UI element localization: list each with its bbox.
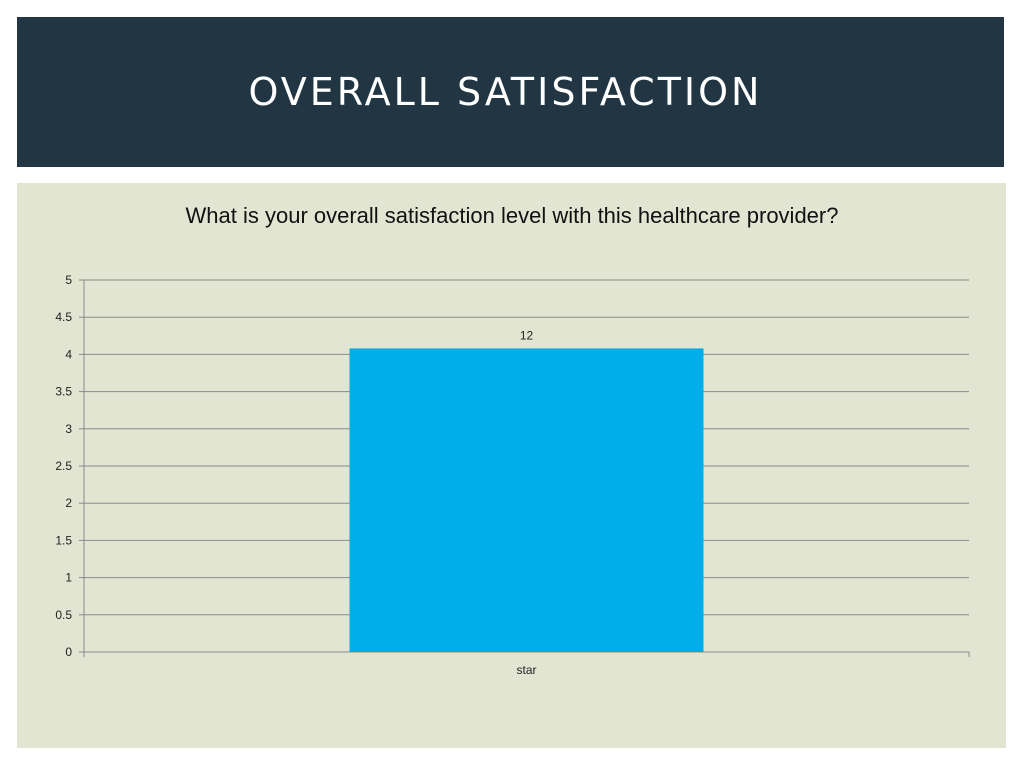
- y-tick-label: 3: [65, 422, 72, 436]
- y-tick-label: 4.5: [55, 310, 72, 324]
- y-tick-label: 0.5: [55, 608, 72, 622]
- y-tick-label: 5: [65, 273, 72, 287]
- data-label: 12: [520, 328, 534, 342]
- chart-title: What is your overall satisfaction level …: [185, 203, 839, 228]
- y-axis-tick-labels: 0 0.5 1 1.5 2 2.5 3 3.5 4 4.5 5: [55, 273, 72, 659]
- bars: [349, 348, 704, 652]
- slide-title: Overall Satisfaction: [248, 70, 763, 114]
- data-labels: 12: [520, 328, 534, 342]
- slide-header: Overall Satisfaction: [17, 17, 1004, 167]
- y-tick-label: 4: [65, 347, 72, 361]
- x-axis-category-labels: star: [516, 663, 536, 677]
- y-tick-label: 2.5: [55, 459, 72, 473]
- y-tick-label: 2: [65, 496, 72, 510]
- x-category-label: star: [516, 663, 536, 677]
- y-tick-label: 1: [65, 571, 72, 585]
- y-tick-label: 3.5: [55, 385, 72, 399]
- y-tick-label: 1.5: [55, 533, 72, 547]
- y-tick-label: 0: [65, 645, 72, 659]
- bar-star: [349, 348, 704, 652]
